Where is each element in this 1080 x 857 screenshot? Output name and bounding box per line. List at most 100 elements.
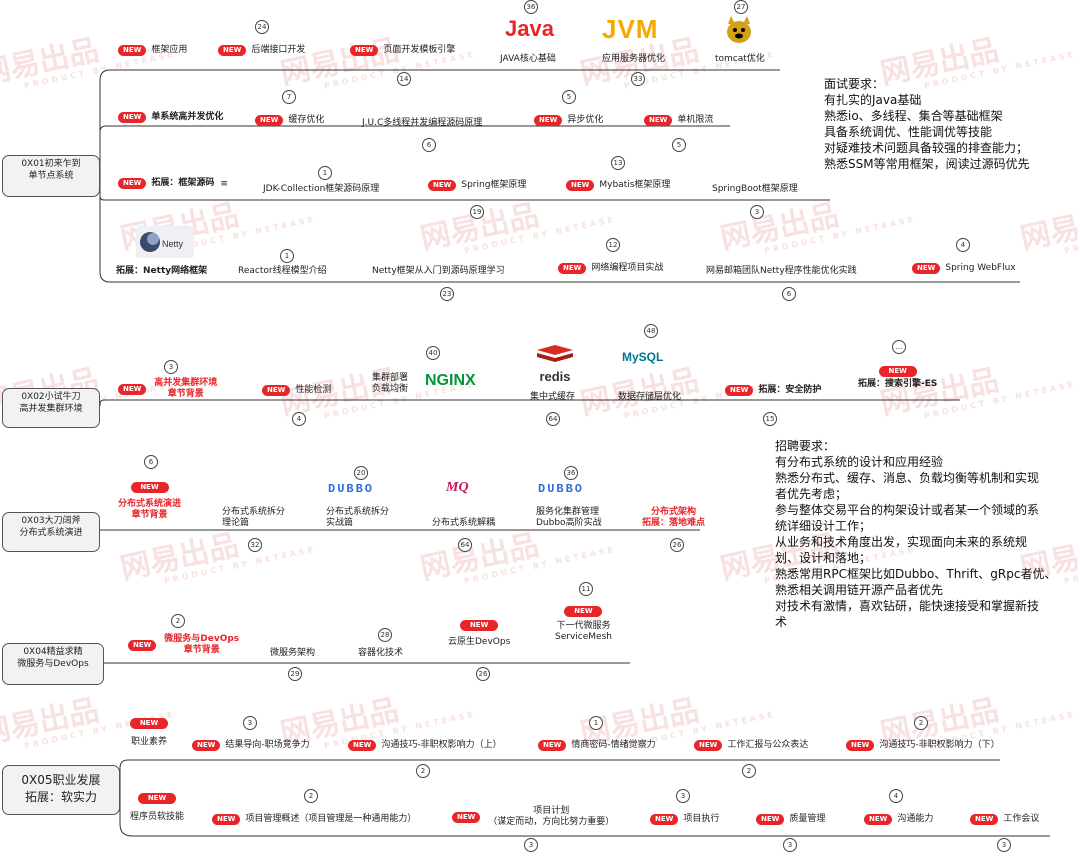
node-eq[interactable]: NEW 情商密码-情绪觉察力 (538, 740, 656, 752)
root-subtitle: 微服务与DevOps (17, 659, 89, 669)
node-label: 集群部署 (372, 373, 409, 383)
node-spring-webflux[interactable]: NEW Spring WebFlux (912, 263, 1016, 275)
node-project-mgmt[interactable]: NEW 项目管理概述（项目管理是一种通用能力） (212, 814, 416, 826)
new-badge: NEW (534, 115, 563, 126)
node-jvm-opt[interactable]: 应用服务器优化 (602, 54, 665, 65)
node-jdk-collection[interactable]: JDK-Collection框架源码原理 (263, 184, 379, 195)
node-java-core[interactable]: JAVA核心基础 (500, 54, 556, 65)
node-yemian-kaifa[interactable]: NEW 页面开发模板引擎 (350, 45, 455, 57)
node-microservice-devops[interactable]: NEW 微服务与DevOps 章节背景 (128, 634, 239, 656)
node-label: 集中式缓存 (530, 392, 576, 402)
node-container[interactable]: 容器化技术 (358, 648, 403, 659)
root-node-0x03[interactable]: 0X03大刀阔斧 分布式系统演进 (2, 512, 100, 552)
node-data-storage[interactable]: 数据存储层优化 (618, 392, 681, 403)
node-performance-test[interactable]: NEW 性能检测 (262, 385, 331, 397)
count-badge: 5 (672, 138, 686, 152)
node-sublabel: 拓展：落地难点 (642, 518, 706, 528)
node-work-report[interactable]: NEW 工作汇报与公众表达 (694, 740, 808, 752)
root-node-0x05[interactable]: 0X05职业发展 拓展：软实力 (2, 765, 120, 815)
node-reactor[interactable]: Reactor线程模型介绍 (238, 266, 327, 277)
node-service-cluster[interactable]: 服务化集群管理 Dubbo高阶实战 (536, 507, 602, 529)
node-cache-opt[interactable]: NEW 缓存优化 (255, 115, 324, 127)
node-communication-skill[interactable]: NEW 沟通能力 (864, 814, 933, 826)
node-project-exec[interactable]: NEW 项目执行 (650, 814, 719, 826)
count-badge: 6 (144, 455, 158, 469)
node-high-concurrency-cluster[interactable]: NEW 高并发集群环境 章节背景 (118, 378, 217, 400)
node-label: JDK-Collection框架源码原理 (263, 184, 380, 194)
node-juc[interactable]: J.U.C多线程并发编程源码原理 (362, 118, 482, 129)
count-badge: 14 (397, 72, 411, 86)
new-badge: NEW (644, 115, 673, 126)
node-netty-source[interactable]: Netty框架从入门到源码原理学习 (372, 266, 505, 277)
node-cluster-deploy[interactable]: 集群部署 负载均衡 (372, 373, 408, 395)
count-badge: 26 (670, 538, 684, 552)
note-line: 有扎实的Java基础 (824, 93, 922, 107)
node-professionalism[interactable]: NEW 职业素养 (130, 718, 168, 748)
node-cloud-native-devops[interactable]: NEW 云原生DevOps (448, 620, 510, 648)
node-tomcat[interactable]: tomcat优化 (715, 54, 765, 65)
node-springboot[interactable]: SpringBoot框架原理 (712, 184, 798, 195)
node-single-ratelimit[interactable]: NEW 单机限流 (644, 115, 713, 127)
root-node-0x02[interactable]: 0X02小试牛刀 高并发集群环境 (2, 388, 100, 428)
root-node-0x01[interactable]: 0X01初来乍到 单节点系统 (2, 155, 100, 197)
node-spring[interactable]: NEW Spring框架原理 (428, 180, 526, 192)
node-distributed-evolution[interactable]: NEW 分布式系统演进 章节背景 (118, 482, 181, 521)
node-result-oriented[interactable]: NEW 结果导向-职场竞争力 (192, 740, 310, 752)
node-decoupling[interactable]: 分布式系统解耦 (432, 518, 495, 529)
node-central-cache[interactable]: 集中式缓存 (530, 392, 575, 403)
node-netty-framework[interactable]: 拓展：Netty网络框架 (116, 266, 207, 277)
count-badge: 2 (914, 716, 928, 730)
node-label: tomcat优化 (715, 54, 765, 64)
node-label: 性能检测 (295, 385, 332, 395)
count-badge: 6 (782, 287, 796, 301)
node-kuangjia-yingyong[interactable]: NEW 框架应用 (118, 45, 187, 57)
root-title: 0X04精益求精 (23, 647, 83, 657)
new-badge: NEW (212, 814, 241, 825)
node-mybatis[interactable]: NEW Mybatis框架原理 (566, 180, 670, 192)
node-work-meeting[interactable]: NEW 工作会议 (970, 814, 1039, 826)
node-label: 拓展：框架源码 (151, 178, 215, 188)
node-netease-mail[interactable]: 网易邮箱团队Netty程序性能优化实践 (706, 266, 857, 277)
root-node-0x04[interactable]: 0X04精益求精 微服务与DevOps (2, 643, 104, 685)
node-security[interactable]: NEW 拓展：安全防护 (725, 385, 821, 397)
node-label: 分布式系统解耦 (432, 518, 496, 528)
node-label: 框架应用 (151, 45, 188, 55)
node-split-practice[interactable]: 分布式系统拆分 实战篇 (326, 507, 389, 529)
node-service-mesh[interactable]: NEW 下一代微服务 ServiceMesh (555, 606, 612, 643)
node-project-plan[interactable]: NEW 项目计划 （谋定而动，方向比努力重要） (452, 806, 614, 828)
node-distributed-arch[interactable]: 分布式架构 拓展：落地难点 (642, 507, 705, 529)
node-search-es[interactable]: NEW 拓展：搜索引擎-ES (858, 366, 937, 390)
new-badge: NEW (428, 180, 457, 191)
count-badge: 26 (476, 667, 490, 681)
node-communication-2[interactable]: NEW 沟通技巧-非职权影响力（下） (846, 740, 1000, 752)
node-quality-mgmt[interactable]: NEW 质量管理 (756, 814, 825, 826)
root-subtitle: 拓展：软实力 (24, 790, 97, 804)
count-badge: 5 (562, 90, 576, 104)
node-communication-1[interactable]: NEW 沟通技巧-非职权影响力（上） (348, 740, 502, 752)
node-label: 沟通能力 (897, 814, 934, 824)
new-badge: NEW (846, 740, 875, 751)
note-line: 术 (775, 615, 788, 629)
node-async-opt[interactable]: NEW 异步优化 (534, 115, 603, 127)
root-title: 0X03大刀阔斧 (21, 516, 81, 526)
node-sublabel: 实战篇 (326, 518, 354, 528)
count-badge: 12 (606, 238, 620, 252)
node-single-system-concurrency[interactable]: NEW 单系统高并发优化 (118, 112, 223, 124)
node-label: 服务化集群管理 (536, 507, 600, 517)
count-badge: 15 (763, 412, 777, 426)
new-badge: NEW (255, 115, 284, 126)
node-split-theory[interactable]: 分布式系统拆分 理论篇 (222, 507, 285, 529)
node-microservice-arch[interactable]: 微服务架构 (270, 648, 315, 659)
node-network-project[interactable]: NEW 网络编程项目实战 (558, 263, 663, 275)
notes-icon[interactable]: ≡ (220, 179, 228, 189)
new-badge: NEW (128, 639, 157, 651)
root-title: 0X02小试牛刀 (21, 392, 81, 402)
node-framework-source[interactable]: NEW 拓展：框架源码 ≡ (118, 178, 228, 190)
count-badge: 11 (579, 582, 593, 596)
node-soft-skills[interactable]: NEW 程序员软技能 (130, 793, 184, 823)
node-houduan-jiekou[interactable]: NEW 后端接口开发 (218, 45, 305, 57)
node-label: 质量管理 (789, 814, 826, 824)
count-badge: 32 (248, 538, 262, 552)
count-badge: 40 (426, 346, 440, 360)
